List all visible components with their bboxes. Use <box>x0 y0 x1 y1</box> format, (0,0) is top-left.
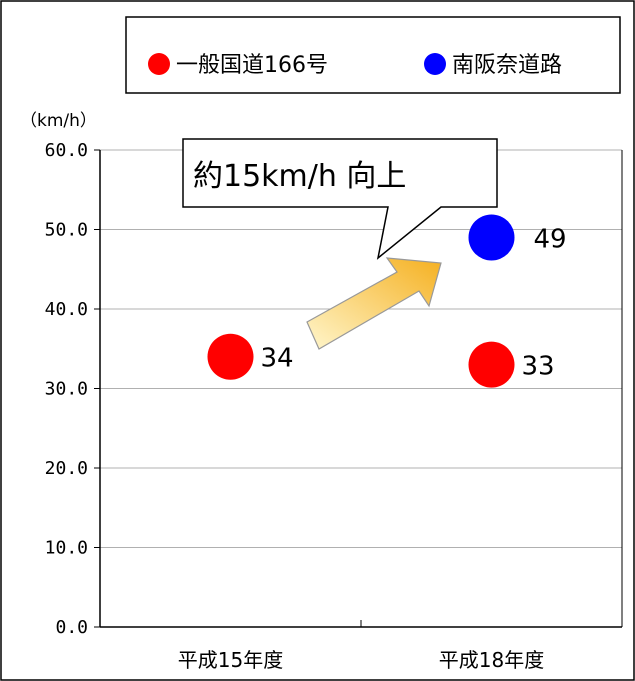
data-label: 34 <box>261 344 294 374</box>
increase-arrow <box>306 257 442 350</box>
y-tick-label: 30.0 <box>45 379 88 400</box>
y-tick-label: 60.0 <box>45 140 88 161</box>
y-tick-label: 20.0 <box>45 458 88 479</box>
legend-label-national-route: 一般国道166号 <box>176 53 328 78</box>
data-point <box>468 214 515 261</box>
data-label: 49 <box>534 224 567 254</box>
y-tick-label: 0.0 <box>55 617 88 638</box>
callout: 約15km/h 向上 <box>182 138 498 260</box>
legend-swatch-national-route <box>148 53 170 75</box>
x-axis-categories: 平成15年度 平成18年度 <box>178 648 544 672</box>
y-tick-label: 40.0 <box>45 299 88 320</box>
callout-box <box>182 138 498 260</box>
x-category-label: 平成18年度 <box>439 648 544 672</box>
legend-swatch-minami-hanna-road <box>424 53 446 75</box>
x-category-label: 平成15年度 <box>178 648 283 672</box>
legend-box <box>125 16 621 94</box>
legend-label-minami-hanna-road: 南阪奈道路 <box>452 53 562 78</box>
data-points: 34 33 49 <box>207 214 567 388</box>
data-label: 33 <box>522 352 555 382</box>
gridlines <box>100 149 622 548</box>
data-point <box>207 333 254 380</box>
callout-text: 約15km/h 向上 <box>193 159 406 194</box>
y-tick-label: 10.0 <box>45 538 88 559</box>
data-point <box>468 341 515 388</box>
y-unit-label: （km/h） <box>20 111 97 131</box>
legend: 一般国道166号 南阪奈道路 <box>125 16 621 94</box>
y-axis-ticks: 0.0 10.0 20.0 30.0 40.0 50.0 60.0 <box>45 140 100 638</box>
y-tick-label: 50.0 <box>45 220 88 241</box>
